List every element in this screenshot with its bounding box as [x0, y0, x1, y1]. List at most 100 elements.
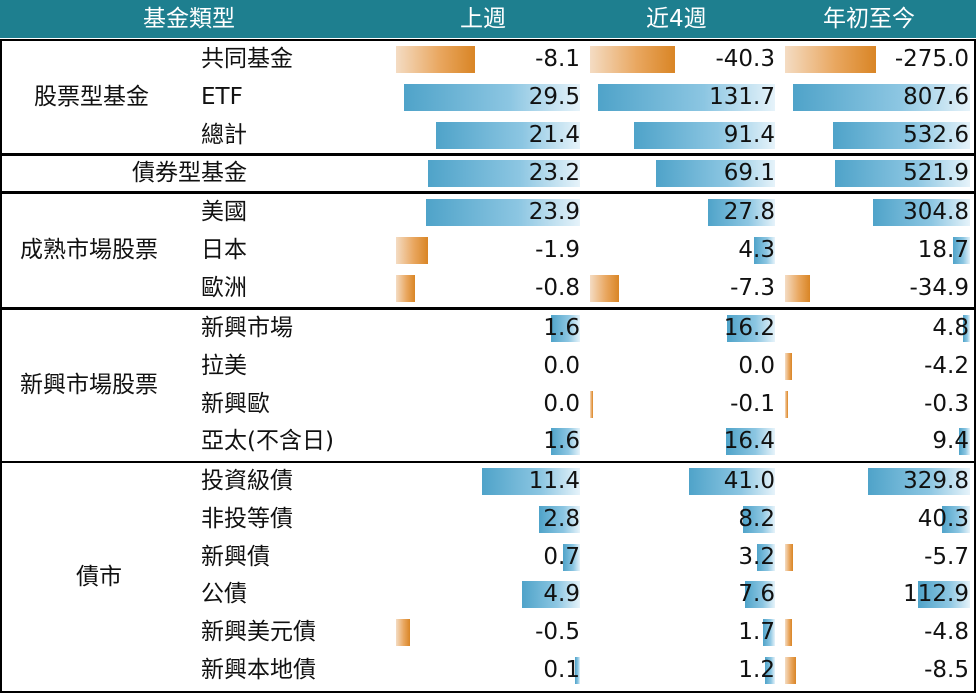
cell-value: 521.9: [903, 160, 969, 186]
row-label: 總計: [201, 121, 247, 148]
inflow-bar: [959, 428, 970, 456]
header-four-weeks: 近4週: [646, 6, 707, 32]
cell-value: 16.2: [723, 315, 775, 341]
table-row: 總計 21.4 91.4 532.6: [0, 117, 976, 154]
row-label: 新興本地債: [201, 657, 316, 683]
outflow-bar: [785, 274, 810, 302]
cell-value: 18.7: [917, 236, 969, 263]
cell-value: 91.4: [723, 121, 775, 148]
cell-value: -0.1: [730, 390, 775, 417]
inflow-bar: [575, 657, 580, 684]
row-label: 公債: [201, 581, 247, 608]
inflow-bar: [833, 121, 970, 149]
outflow-bar: [396, 274, 415, 302]
cell-value: -40.3: [715, 46, 775, 72]
table-row: 新興債 0.7 3.2 -5.7: [0, 539, 976, 576]
cell-value: 4.8: [932, 315, 969, 341]
cell-value: 807.6: [903, 83, 969, 110]
cell-value: 69.1: [723, 160, 775, 186]
cell-value: 11.4: [528, 468, 580, 494]
inflow-bar: [942, 505, 970, 533]
table-row: 23.2 69.1 521.9: [0, 155, 976, 192]
table-row: 新興市場 1.6 16.2 4.8: [0, 310, 976, 347]
group-label: 債市: [76, 564, 122, 590]
cell-value: 8.2: [738, 505, 775, 532]
inflow-bar: [598, 83, 775, 111]
inflow-bar: [404, 83, 580, 111]
row-label: 新興美元債: [201, 619, 316, 646]
fund-group: 債市 投資級債 11.4 41.0 329.8 非投等債 2.8 8.2 40.3 新興債 0.7 3…: [0, 461, 976, 693]
row-label: 非投等債: [201, 505, 293, 532]
table-header: 基金類型 上週 近4週 年初至今: [0, 0, 976, 38]
cell-value: 41.0: [723, 468, 775, 494]
table-row: 投資級債 11.4 41.0 329.8: [0, 463, 976, 500]
cell-value: 2.8: [543, 505, 580, 532]
inflow-bar: [743, 505, 775, 533]
outflow-bar: [785, 543, 793, 571]
inflow-bar: [436, 121, 580, 149]
row-label: 美國: [201, 199, 247, 225]
fund-group: 股票型基金 共同基金 -8.1 -40.3 -275.0 ETF 29.5 131.7 807.…: [0, 39, 976, 156]
row-label: 新興歐: [201, 390, 270, 417]
cell-value: 1.2: [738, 657, 775, 683]
inflow-bar: [835, 160, 970, 187]
row-label: 日本: [201, 236, 247, 263]
cell-value: 304.8: [903, 199, 969, 225]
inflow-bar: [551, 315, 580, 342]
inflow-bar: [656, 160, 775, 187]
table-row: 新興本地債 0.1 1.2 -8.5: [0, 652, 976, 689]
table-row: 公債 4.9 7.6 112.9: [0, 576, 976, 613]
group-label: 股票型基金: [34, 84, 149, 110]
inflow-bar: [754, 236, 775, 264]
outflow-bar: [396, 236, 428, 264]
inflow-bar: [745, 581, 775, 609]
cell-value: 27.8: [723, 199, 775, 225]
outflow-bar: [590, 274, 619, 302]
row-label: 新興債: [201, 543, 270, 570]
inflow-bar: [963, 315, 970, 342]
cell-value: 29.5: [528, 83, 580, 110]
inflow-bar: [708, 199, 775, 226]
cell-value: -34.9: [909, 274, 969, 301]
inflow-bar: [522, 581, 580, 609]
cell-value: 23.2: [528, 160, 580, 186]
inflow-bar: [426, 199, 580, 226]
group-label: 新興市場股票: [20, 372, 158, 398]
cell-value: 40.3: [917, 505, 969, 532]
cell-value: -0.3: [924, 390, 969, 417]
cell-value: -8.1: [535, 46, 580, 72]
inflow-bar: [765, 657, 775, 684]
table-row: 新興美元債 -0.5 1.7 -4.8: [0, 614, 976, 651]
row-label: 拉美: [201, 352, 247, 379]
row-label: 新興市場: [201, 315, 293, 341]
cell-value: -4.8: [924, 619, 969, 646]
outflow-bar: [396, 619, 410, 647]
cell-value: 0.1: [543, 657, 580, 683]
row-label: ETF: [201, 83, 243, 110]
inflow-bar: [726, 428, 775, 456]
outflow-bar: [785, 390, 788, 418]
cell-value: -0.5: [535, 619, 580, 646]
cell-value: -8.5: [924, 657, 969, 683]
inflow-bar: [868, 468, 970, 495]
cell-value: 131.7: [709, 83, 775, 110]
inflow-bar: [428, 160, 580, 187]
cell-value: 4.9: [543, 581, 580, 608]
inflow-bar: [539, 505, 580, 533]
table-row: 歐洲 -0.8 -7.3 -34.9: [0, 270, 976, 307]
table-row: 非投等債 2.8 8.2 40.3: [0, 501, 976, 538]
cell-value: 21.4: [528, 121, 580, 148]
table-row: 亞太(不含日) 1.6 16.4 9.4: [0, 423, 976, 460]
cell-value: 4.3: [738, 236, 775, 263]
cell-value: 16.4: [723, 428, 775, 455]
cell-value: 112.9: [903, 581, 969, 608]
cell-value: 7.6: [738, 581, 775, 608]
row-label: 歐洲: [201, 274, 247, 301]
inflow-bar: [763, 619, 775, 647]
fund-group: 新興市場股票 新興市場 1.6 16.2 4.8 拉美 0.0 0.0 -4.2 新興歐 0.0 -0…: [0, 308, 976, 463]
inflow-bar: [727, 315, 775, 342]
table-row: 美國 23.9 27.8 304.8: [0, 194, 976, 231]
inflow-bar: [757, 543, 775, 571]
outflow-bar: [785, 619, 792, 647]
cell-value: 1.6: [543, 315, 580, 341]
